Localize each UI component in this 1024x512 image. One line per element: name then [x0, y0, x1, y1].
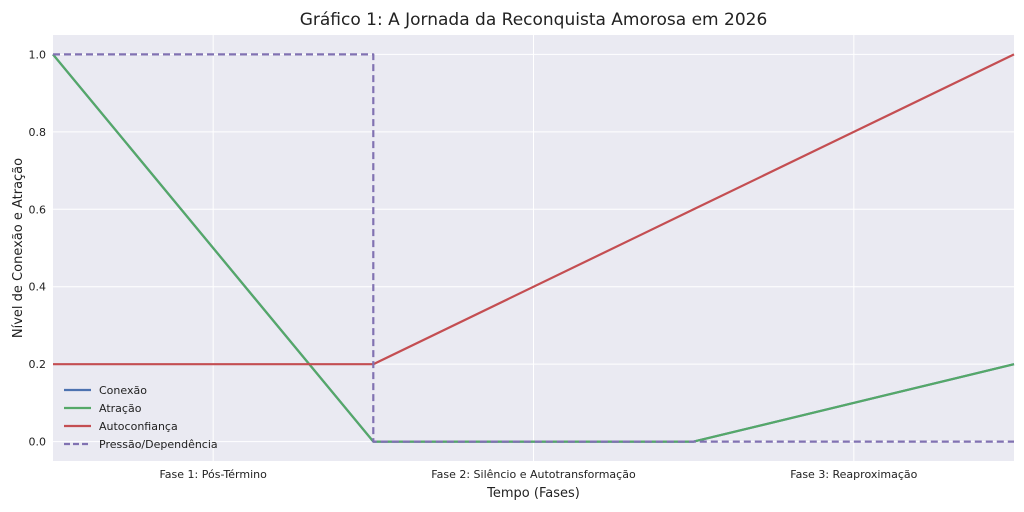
legend-label: Pressão/Dependência	[99, 438, 218, 451]
series-layer	[52, 53, 1015, 443]
y-tick-label: 0.2	[29, 358, 47, 371]
y-tick-label: 0.0	[29, 436, 47, 449]
series-line	[53, 53, 1014, 443]
y-tick-label: 0.6	[29, 203, 47, 216]
x-tick-label: Fase 1: Pós-Término	[159, 468, 267, 481]
y-axis-label: Nível de Conexão e Atração	[11, 158, 26, 338]
x-axis-label: Tempo (Fases)	[486, 486, 580, 501]
chart-title: Gráfico 1: A Jornada da Reconquista Amor…	[300, 10, 768, 30]
legend: Conexão Atração Autoconfiança Pressão/Depen…	[64, 384, 218, 451]
tick-layer: 0.0 0.2 0.4 0.6 0.8 1.0 Fase 1: Pós-Término Fas…	[29, 48, 918, 481]
x-tick-label: Fase 3: Reaproximação	[790, 468, 917, 481]
y-tick-label: 0.4	[29, 281, 47, 294]
x-tick-label: Fase 2: Silêncio e Autotransformação	[431, 468, 636, 481]
series-line	[53, 53, 1015, 366]
y-tick-label: 0.8	[29, 126, 47, 139]
legend-label: Autoconfiança	[99, 420, 178, 433]
legend-label: Atração	[99, 402, 142, 415]
y-tick-label: 1.0	[29, 48, 47, 61]
legend-label: Conexão	[99, 384, 147, 397]
series-line	[52, 53, 1015, 443]
